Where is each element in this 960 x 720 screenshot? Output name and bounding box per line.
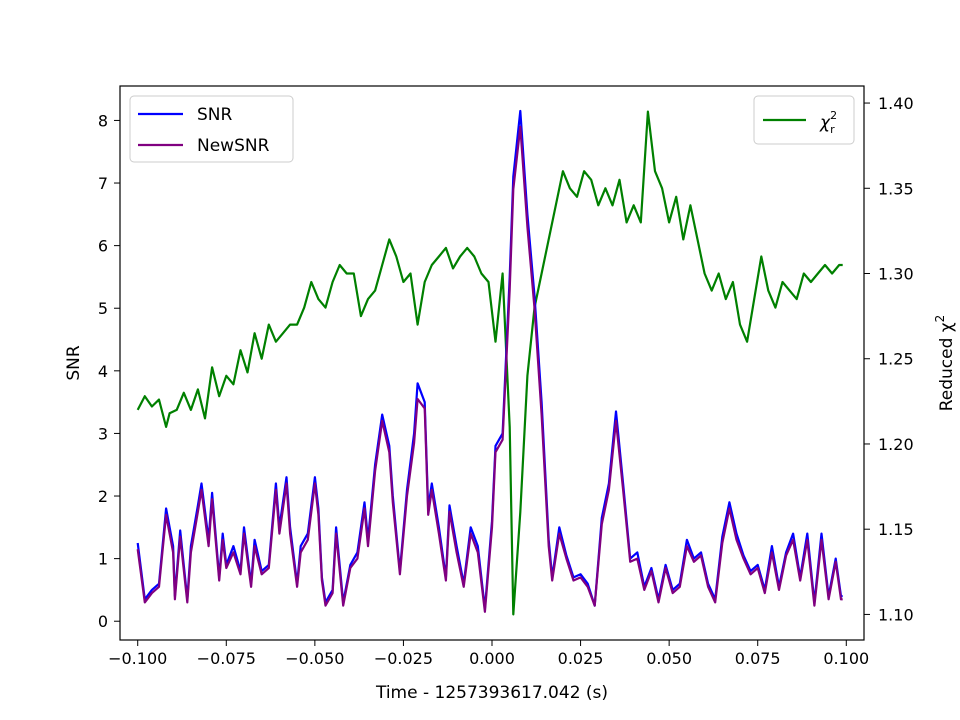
y-left-tick-label: 6	[98, 237, 108, 256]
legend-newsnr-label: NewSNR	[197, 136, 270, 156]
legend-chi-sub: r	[830, 123, 835, 136]
legend-left: SNR NewSNR	[129, 95, 294, 163]
y-axis-right-label: Reduced χ2	[933, 315, 957, 412]
x-tick-label: −0.025	[374, 649, 433, 668]
y-right-tick-label: 1.30	[878, 265, 914, 284]
x-tick-label: 0.025	[558, 649, 604, 668]
y-left-tick-label: 5	[98, 299, 108, 318]
y-right-tick-label: 1.20	[878, 435, 914, 454]
x-axis-label: Time - 1257393617.042 (s)	[375, 683, 608, 703]
x-tick-label: 0.100	[823, 649, 869, 668]
y-right-tick-label: 1.10	[878, 605, 914, 624]
y-left-tick-label: 0	[98, 612, 108, 631]
y-left-tick-label: 2	[98, 487, 108, 506]
x-tick-label: 0.050	[646, 649, 692, 668]
x-tick-label: −0.075	[197, 649, 256, 668]
y-axis-right: 1.10 1.15 1.20 1.25 1.30 1.35 1.40	[864, 94, 914, 624]
y-right-tick-label: 1.40	[878, 94, 914, 113]
legend-right: χ2 r	[753, 95, 855, 145]
y-axis-left: 0 1 2 3 4 5 6 7 8	[98, 111, 120, 631]
legend-chi-base: χ	[819, 113, 831, 133]
newsnr-line	[136, 125, 843, 613]
y-axis-right-label-base: Reduced χ	[937, 322, 957, 411]
y-right-tick-label: 1.15	[878, 520, 914, 539]
y-axis-left-label: SNR	[64, 345, 84, 381]
y-left-tick-label: 3	[98, 424, 108, 443]
legend-chi-sup: 2	[830, 109, 837, 122]
y-left-tick-label: 1	[98, 550, 108, 569]
x-axis: −0.100 −0.075 −0.050 −0.025 0.000 0.025 0.050 0…	[108, 640, 869, 668]
y-left-tick-label: 7	[98, 174, 108, 193]
y-left-tick-label: 8	[98, 111, 108, 130]
x-tick-label: −0.050	[285, 649, 344, 668]
y-left-tick-label: 4	[98, 362, 108, 381]
plot-area	[119, 85, 865, 641]
x-tick-label: −0.100	[108, 649, 167, 668]
legend-chi-label: χ2 r	[819, 109, 837, 136]
y-axis-right-label-sup: 2	[933, 315, 947, 323]
x-tick-label: 0.000	[469, 649, 515, 668]
reduced-chi2-line	[136, 110, 843, 616]
y-right-tick-label: 1.25	[878, 350, 914, 369]
x-tick-label: 0.075	[735, 649, 781, 668]
y-right-tick-label: 1.35	[878, 179, 914, 198]
series-layer	[136, 109, 843, 616]
legend-snr-label: SNR	[197, 105, 233, 125]
